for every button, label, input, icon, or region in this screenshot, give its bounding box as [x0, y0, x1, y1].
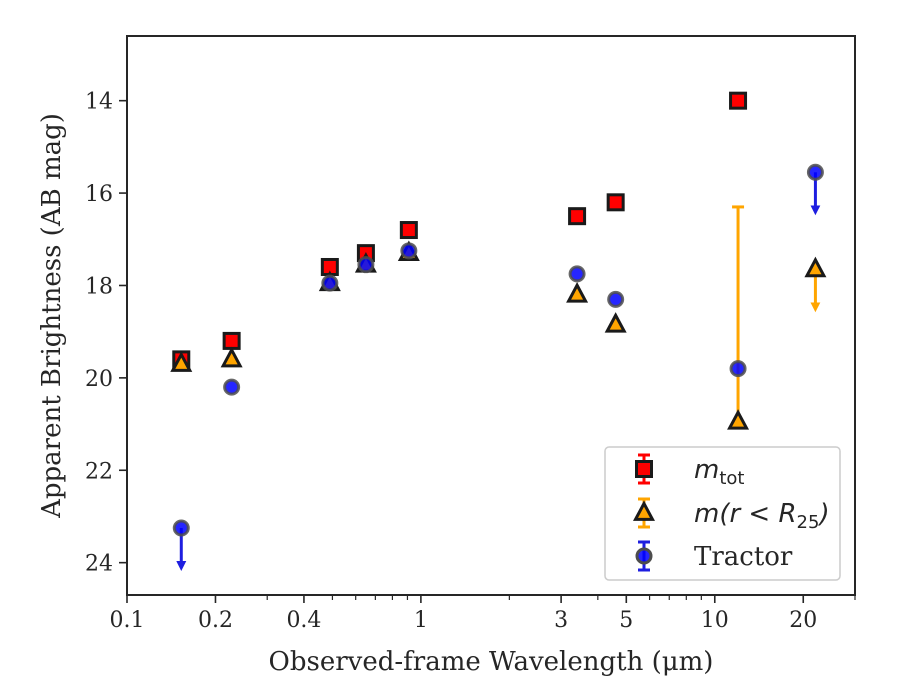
- plot-frame: [126, 35, 856, 596]
- legend: mtot m(r < R25) Tractor: [604, 446, 841, 581]
- point-tractor: [400, 242, 418, 260]
- point-tractor: [729, 360, 747, 378]
- x-tick-label: 10: [701, 608, 729, 633]
- legend-label-m-tot: mtot: [694, 455, 744, 489]
- point-tractor: [568, 265, 586, 283]
- legend-label-m-r25: m(r < R25): [694, 499, 830, 533]
- point-m-tot: [568, 207, 587, 226]
- axes: 0.1 0.2 0.4 1 3 5 10 20 14 16 18 20 22 24 Observed-fra…: [37, 35, 856, 677]
- x-tick-label: 1: [414, 608, 428, 633]
- point-m-tot: [729, 91, 748, 110]
- point-tractor: [806, 163, 824, 181]
- y-axis-label: Apparent Brightness (AB mag): [37, 113, 67, 519]
- point-m-r25: [804, 256, 827, 278]
- point-m-r25: [220, 346, 243, 368]
- y-tick-label: 18: [85, 274, 113, 299]
- legend-circle-marker: [635, 547, 653, 565]
- x-tick-label: 5: [619, 608, 633, 633]
- plot-area: [170, 91, 827, 572]
- point-m-tot: [606, 193, 625, 212]
- x-tick-label: 0.2: [198, 608, 233, 633]
- point-m-tot: [222, 331, 241, 350]
- point-tractor: [172, 519, 190, 537]
- point-m-r25: [566, 282, 589, 303]
- x-tick-label: 3: [554, 608, 568, 633]
- legend-square-marker: [635, 460, 653, 478]
- point-m-r25: [170, 351, 193, 372]
- point-tractor: [321, 274, 339, 292]
- point-m-tot: [399, 221, 418, 240]
- y-tick-label: 14: [85, 90, 113, 115]
- point-tractor: [357, 256, 375, 274]
- x-tick-label: 0.1: [110, 608, 145, 633]
- x-axis-label: Observed-frame Wavelength (μm): [269, 647, 714, 677]
- y-tick-label: 16: [85, 182, 113, 207]
- y-tick-label: 22: [85, 459, 113, 484]
- legend-box: [604, 446, 841, 581]
- legend-label-tractor: Tractor: [694, 542, 793, 572]
- x-tick-label: 20: [789, 608, 817, 633]
- y-tick-label: 24: [85, 552, 113, 577]
- point-m-r25: [604, 312, 627, 333]
- y-tick-label: 20: [85, 367, 113, 392]
- point-m-r25: [727, 409, 750, 430]
- point-tractor: [607, 290, 625, 308]
- x-tick-label: 0.4: [286, 608, 321, 633]
- point-tractor: [223, 378, 241, 396]
- legend-triangle-marker: [632, 500, 656, 521]
